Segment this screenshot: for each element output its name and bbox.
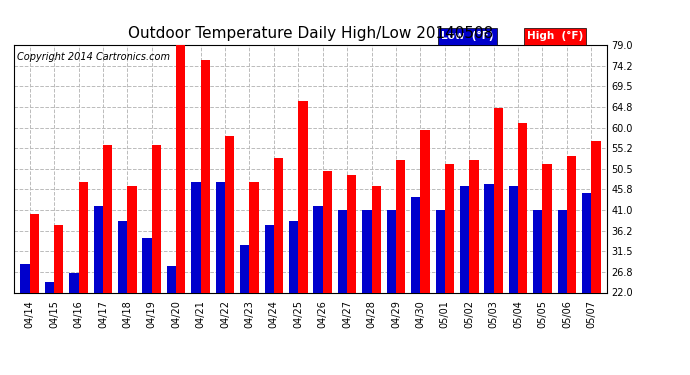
Bar: [493, 108, 503, 375]
Bar: [201, 60, 210, 375]
Bar: [225, 136, 235, 375]
Bar: [411, 197, 420, 375]
Bar: [176, 45, 186, 375]
Bar: [542, 164, 552, 375]
Bar: [216, 182, 225, 375]
Bar: [460, 186, 469, 375]
Bar: [45, 282, 54, 375]
Bar: [445, 164, 454, 375]
Bar: [469, 160, 478, 375]
Bar: [30, 214, 39, 375]
Bar: [582, 193, 591, 375]
Bar: [274, 158, 283, 375]
Bar: [167, 267, 176, 375]
Bar: [240, 245, 250, 375]
Bar: [264, 225, 274, 375]
Bar: [128, 186, 137, 375]
Text: Low  (°F): Low (°F): [441, 31, 493, 41]
Bar: [94, 206, 103, 375]
Bar: [371, 186, 381, 375]
Bar: [347, 175, 357, 375]
Bar: [396, 160, 405, 375]
Bar: [362, 210, 371, 375]
Bar: [484, 184, 493, 375]
Bar: [143, 238, 152, 375]
Bar: [591, 141, 600, 375]
Bar: [289, 221, 298, 375]
Bar: [79, 182, 88, 375]
Bar: [386, 210, 396, 375]
Bar: [103, 145, 112, 375]
Bar: [69, 273, 79, 375]
Title: Outdoor Temperature Daily High/Low 20140508: Outdoor Temperature Daily High/Low 20140…: [128, 26, 493, 41]
Bar: [518, 123, 527, 375]
Bar: [298, 102, 308, 375]
Bar: [558, 210, 567, 375]
Bar: [323, 171, 332, 375]
Bar: [509, 186, 518, 375]
Text: Copyright 2014 Cartronics.com: Copyright 2014 Cartronics.com: [17, 53, 170, 62]
Bar: [54, 225, 63, 375]
Bar: [250, 182, 259, 375]
Bar: [21, 264, 30, 375]
Bar: [567, 156, 576, 375]
Bar: [313, 206, 323, 375]
Bar: [420, 130, 430, 375]
Bar: [152, 145, 161, 375]
Bar: [338, 210, 347, 375]
Bar: [533, 210, 542, 375]
Bar: [118, 221, 128, 375]
Text: High  (°F): High (°F): [527, 31, 583, 41]
Bar: [191, 182, 201, 375]
Bar: [435, 210, 445, 375]
